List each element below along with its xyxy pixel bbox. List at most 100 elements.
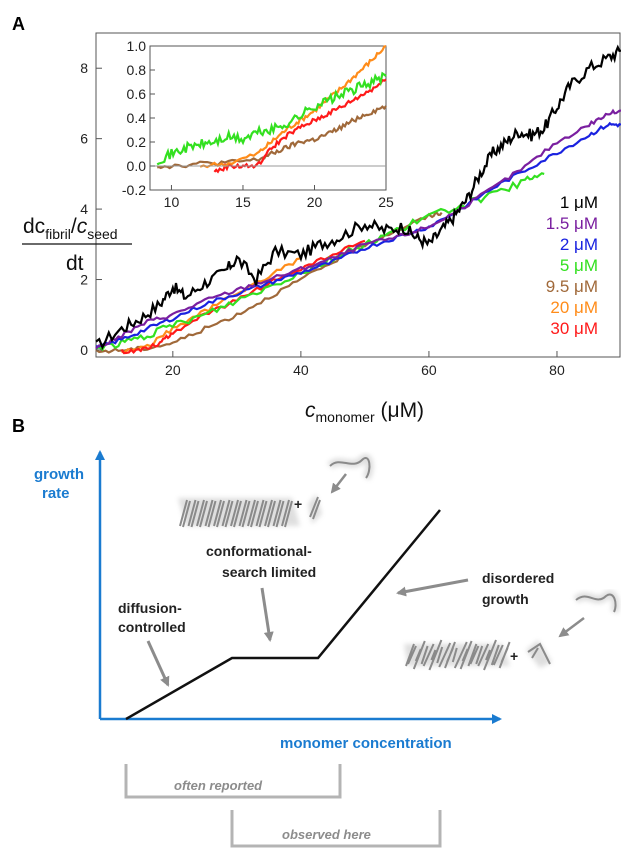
legend-entry-5: 20 μM — [550, 298, 598, 317]
inset-ytick-label-5: 0.8 — [127, 62, 147, 78]
label-disordered-line2: growth — [482, 591, 529, 607]
inset-ticks: 10 15 20 25 -0.2 0.0 0.2 0.4 0.6 0.8 1.0 — [122, 38, 394, 210]
main-ytick-label-3: 6 — [80, 131, 88, 147]
ordered-strand-0 — [179, 499, 191, 528]
arrow-disordered — [396, 578, 469, 597]
disordered-strand-5 — [444, 641, 456, 669]
disordered-strand-7 — [459, 640, 473, 670]
arrow-conformational — [260, 587, 274, 642]
inset-xtick-label-2: 20 — [307, 194, 323, 210]
svg-text:dcfibril/cseed: dcfibril/cseed — [23, 215, 118, 242]
disordered-strand-11 — [490, 644, 504, 666]
label-diffusion-line2: controlled — [118, 619, 186, 635]
ordered-strand-2 — [196, 499, 208, 528]
ordered-strand-7 — [238, 499, 251, 528]
main-xtick-label-0: 20 — [165, 362, 181, 378]
main-series-line-0 — [95, 44, 621, 350]
free-monomer-top — [329, 457, 371, 479]
monomer-concentration-label: monomer concentration — [280, 735, 452, 752]
disordered-strand-6 — [451, 641, 468, 669]
inset-xtick-label-3: 25 — [378, 194, 394, 210]
main-ytick-label-1: 2 — [80, 272, 88, 288]
label-conformational-line2: search limited — [222, 564, 316, 580]
growth-rate-label-line2: rate — [42, 485, 70, 502]
ordered-strand-9 — [255, 499, 268, 528]
inset-xtick-label-0: 10 — [164, 194, 180, 210]
y-axis-label: dcfibril/cseed dt — [22, 215, 132, 275]
ordered-strand-1 — [187, 499, 200, 528]
disordered-strand-3 — [428, 639, 443, 671]
disordered-strand-4 — [436, 642, 452, 668]
inset-ytick-label-3: 0.4 — [127, 110, 147, 126]
growth-curve — [125, 509, 441, 721]
bracket-often-reported — [124, 764, 342, 799]
legend-entry-1: 1.5 μM — [546, 214, 598, 233]
ordered-strand-5 — [221, 499, 234, 528]
ordered-strand-3 — [204, 499, 217, 528]
main-series-line-1 — [95, 108, 621, 350]
inset-ytick-label-6: 1.0 — [127, 38, 147, 54]
disordered-strand-9 — [475, 643, 490, 667]
inset-series-line-2 — [199, 44, 387, 169]
observed-here-label: observed here — [282, 827, 371, 842]
legend-entry-3: 5 μM — [560, 256, 598, 275]
xlabel-c: c — [305, 399, 316, 422]
legend-entry-4: 9.5 μM — [546, 277, 598, 296]
inset-chart: 10 15 20 25 -0.2 0.0 0.2 0.4 0.6 0.8 1.0 — [122, 38, 394, 210]
legend-entry-6: 30 μM — [550, 319, 598, 338]
main-series-group — [95, 44, 621, 355]
legend-entry-0: 1 μM — [560, 193, 598, 212]
arrow-diffusion — [146, 640, 170, 687]
main-ytick-label-2: 4 — [80, 201, 88, 217]
main-xtick-label-2: 60 — [421, 362, 437, 378]
ordered-strand-10 — [264, 499, 276, 528]
arrow-monomer-right — [558, 617, 585, 638]
inset-xtick-label-1: 15 — [235, 194, 251, 210]
disordered-strand-2 — [420, 643, 435, 667]
main-xtick-label-3: 80 — [549, 362, 565, 378]
ordered-strand-12 — [281, 499, 293, 528]
ylabel-fibril: fibril — [45, 226, 71, 242]
panel-a-letter: A — [12, 14, 25, 34]
often-reported-label: often reported — [174, 778, 263, 793]
label-disordered-line1: disordered — [482, 570, 554, 586]
bracket-observed-here — [230, 810, 442, 848]
growth-rate-label-line1: growth — [34, 466, 84, 483]
main-series-line-5 — [121, 257, 302, 354]
ordered-strand-8 — [247, 499, 259, 528]
label-diffusion-line1: diffusion- — [118, 600, 182, 616]
disordered-strand-1 — [412, 640, 426, 670]
xlabel-unit: (μM) — [375, 399, 424, 422]
disordered-fibril-illustration: + — [404, 590, 620, 671]
monomer-ordered — [309, 496, 321, 520]
inset-ytick-label-2: 0.2 — [127, 134, 147, 150]
inset-ytick-label-0: -0.2 — [122, 182, 146, 198]
legend: 1 μM 1.5 μM 2 μM 5 μM 9.5 μM 20 μM 30 μM — [546, 193, 598, 338]
legend-entry-2: 2 μM — [560, 235, 598, 254]
ylabel-dc: dc — [23, 215, 45, 238]
disordered-strand-0 — [405, 643, 417, 667]
main-ticks: 20 40 60 80 0 2 4 6 8 — [80, 60, 565, 378]
inset-ytick-label-4: 0.6 — [127, 86, 147, 102]
inset-background — [149, 45, 387, 191]
ylabel-slash: / — [71, 215, 77, 238]
xlabel-monomer: monomer — [316, 409, 375, 425]
plus-sign-ordered: + — [294, 496, 302, 512]
label-conformational-line1: conformational- — [206, 543, 312, 559]
ylabel-c: c — [77, 215, 88, 238]
monomer-disordered — [527, 642, 551, 665]
free-monomer-right — [575, 593, 617, 613]
disordered-strand-12 — [498, 641, 511, 669]
main-chart: 20 40 60 80 0 2 4 6 8 — [80, 32, 621, 378]
inset-series-line-1 — [156, 105, 387, 170]
inset-series-line-0 — [156, 71, 387, 166]
disordered-strand-8 — [467, 643, 480, 667]
main-ytick-label-4: 8 — [80, 60, 88, 76]
main-plot-frame — [95, 32, 621, 358]
ordered-fibril-illustration: + — [178, 454, 374, 528]
main-xtick-label-1: 40 — [293, 362, 309, 378]
growth-diagram: growth rate monomer concentration diffus… — [34, 450, 620, 848]
x-axis-label: cmonomer (μM) — [305, 399, 424, 425]
ylabel-dt: dt — [66, 252, 84, 275]
